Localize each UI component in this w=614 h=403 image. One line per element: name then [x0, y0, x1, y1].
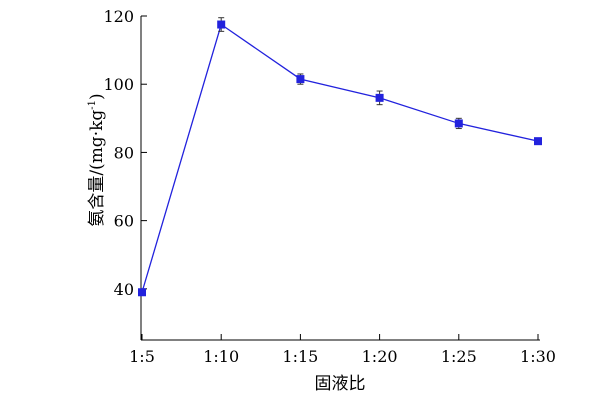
x-ticks: 1:5 1:10 1:15 1:20 1:25 1:30 [129, 334, 556, 366]
x-tick-label: 1:30 [520, 347, 556, 366]
data-point-marker [296, 75, 305, 84]
x-tick-label: 1:5 [129, 347, 155, 366]
x-tick-label: 1:10 [203, 347, 239, 366]
y-tick-label: 40 [114, 280, 134, 299]
y-axis-title-sup: -1 [87, 100, 98, 110]
data-point-marker [217, 20, 226, 29]
y-tick-label: 120 [103, 7, 134, 26]
data-point-marker [454, 119, 463, 128]
y-axis-title-main: 氨含量/(mg·kg [87, 110, 107, 227]
y-ticks: 40 60 80 100 120 [103, 7, 147, 299]
x-axis-title: 固液比 [315, 374, 366, 394]
axes [140, 16, 540, 341]
y-tick-label: 80 [114, 143, 134, 162]
y-axis-title: 氨含量/(mg·kg-1) [87, 93, 107, 226]
y-axis-title-end: ) [87, 93, 107, 100]
series-line [141, 23, 539, 293]
y-tick-label: 60 [114, 212, 134, 231]
data-point-marker [534, 137, 542, 146]
data-point-marker [138, 288, 146, 297]
data-point-marker [375, 93, 384, 102]
x-tick-label: 1:20 [362, 347, 398, 366]
series [138, 17, 542, 297]
y-tick-label: 100 [103, 75, 134, 94]
x-tick-label: 1:25 [441, 347, 477, 366]
x-tick-label: 1:15 [282, 347, 318, 366]
